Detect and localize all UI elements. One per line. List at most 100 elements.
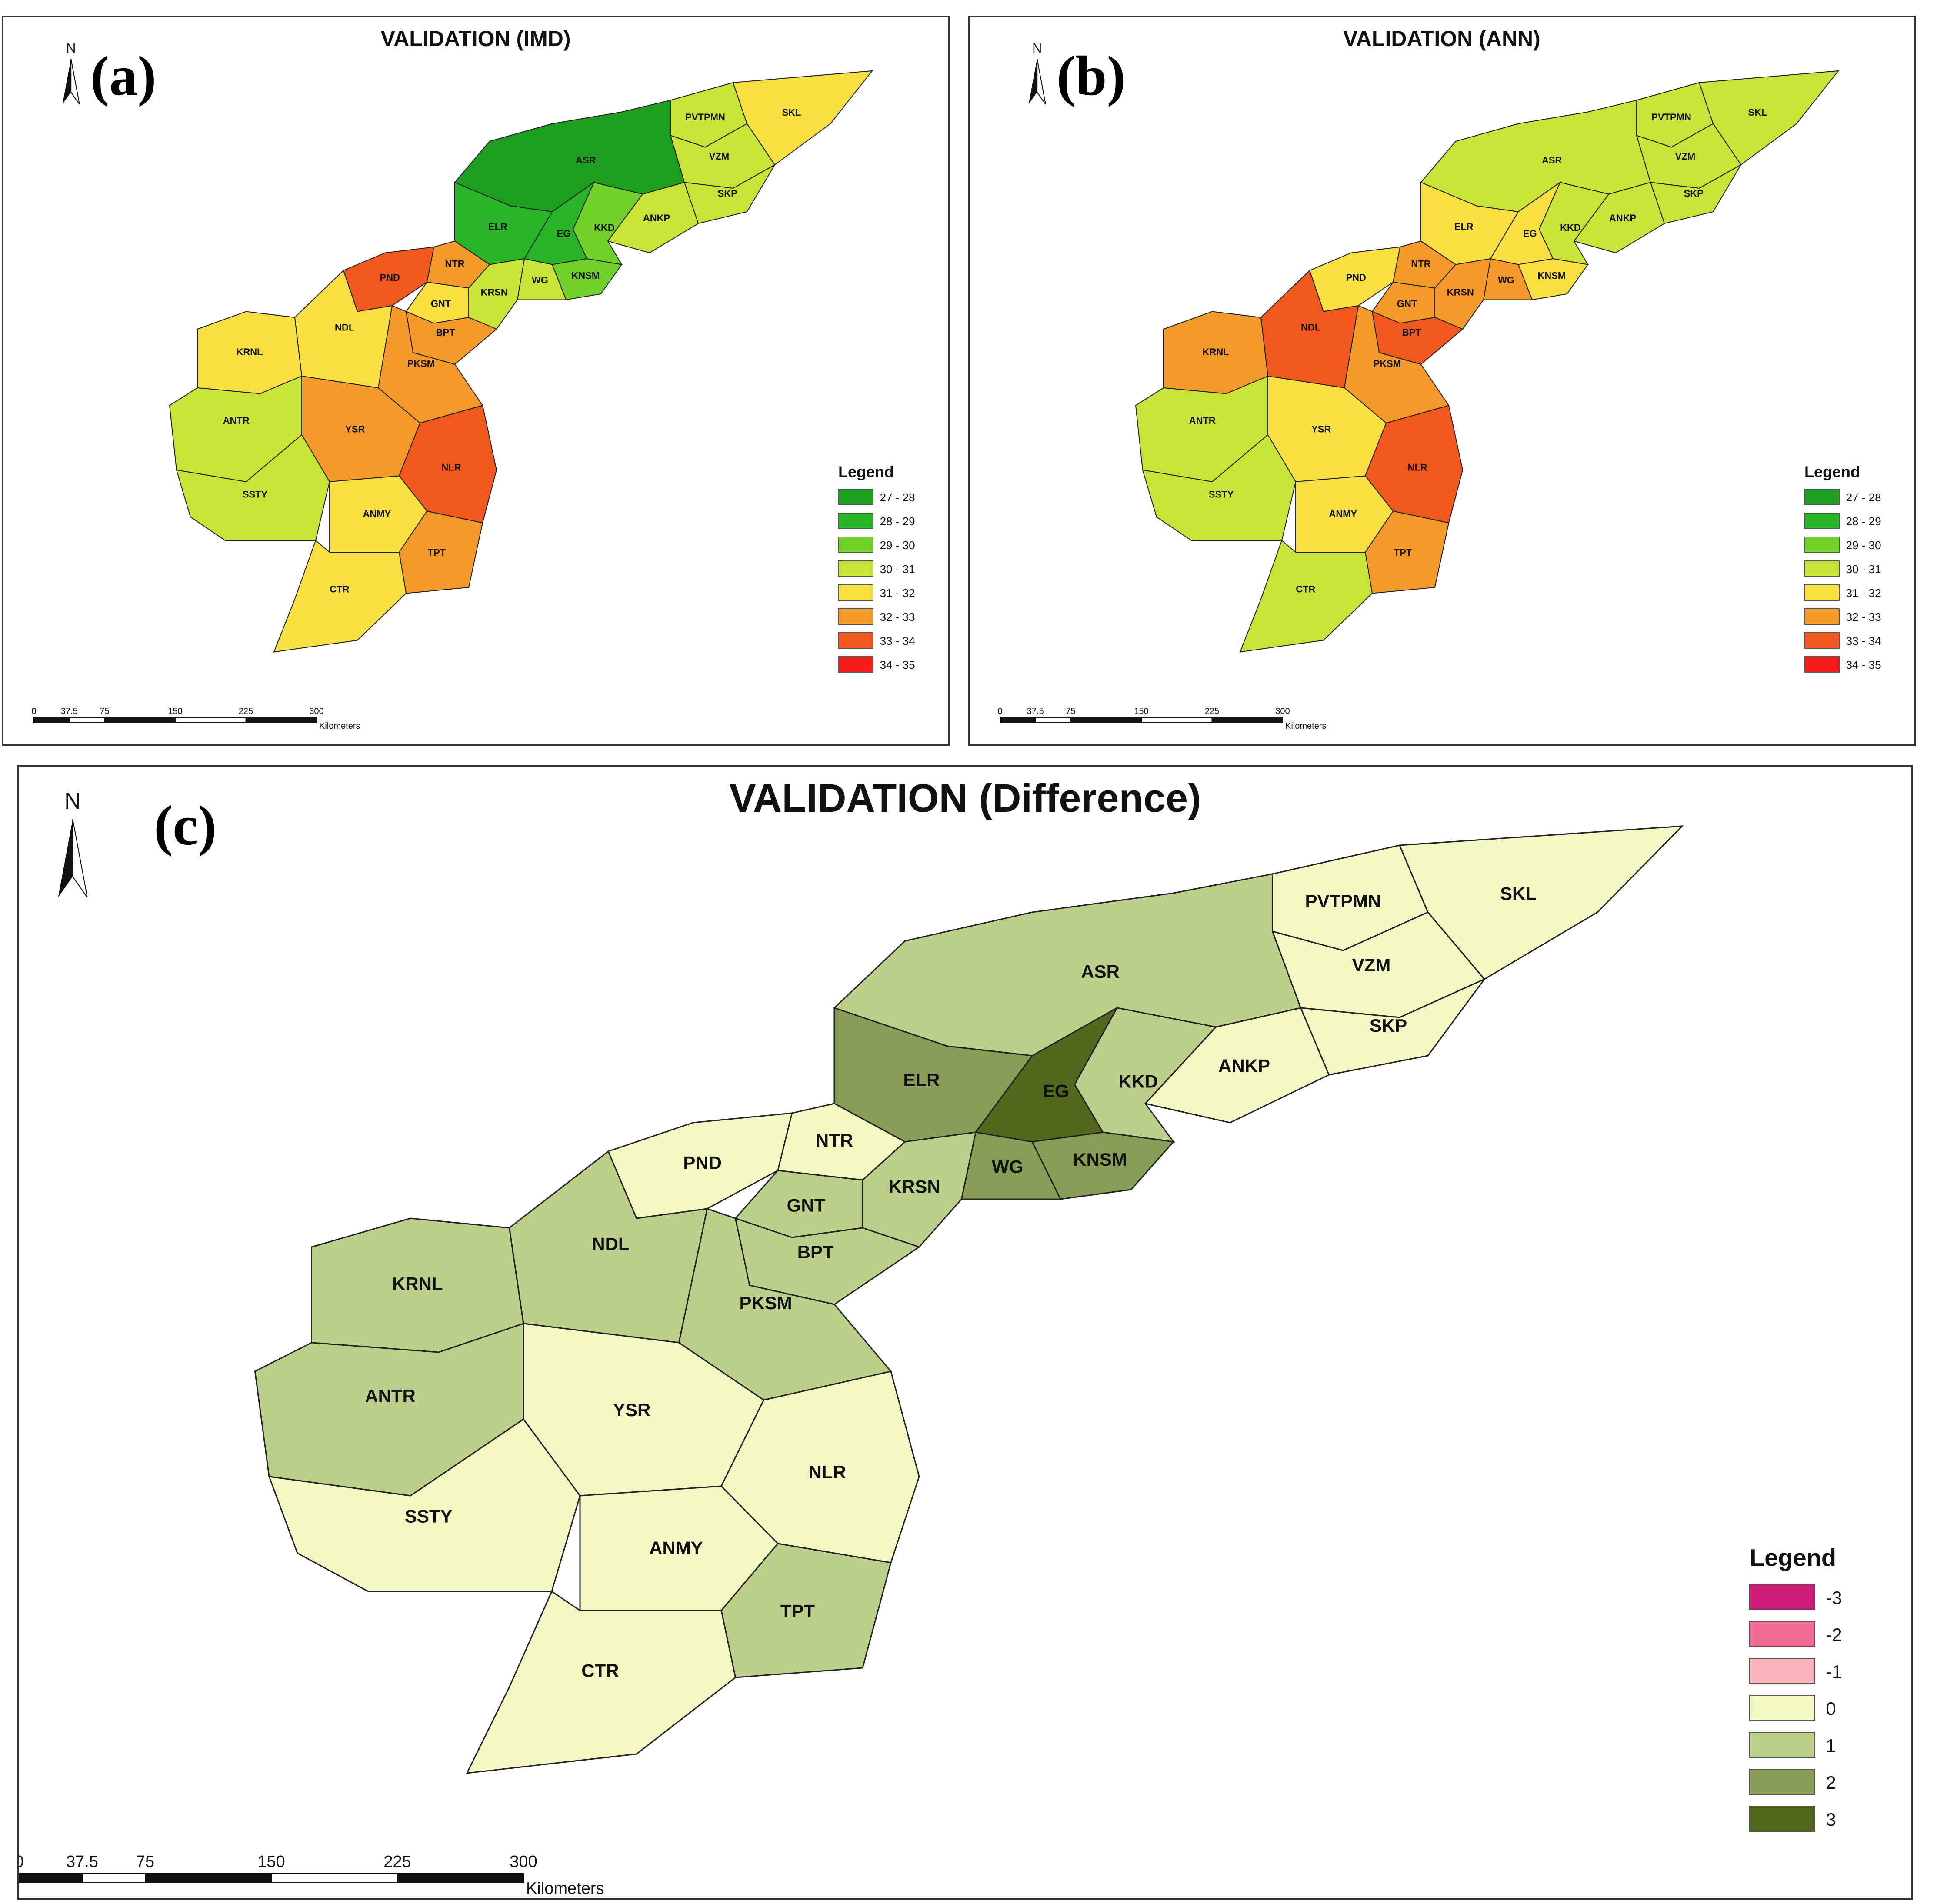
legend-label: 27 - 28 <box>1846 491 1881 504</box>
district-label-ndl: NDL <box>592 1234 629 1254</box>
district-label-ankp: ANKP <box>643 213 670 223</box>
district-label-antr: ANTR <box>1189 415 1216 426</box>
legend-title: Legend <box>838 463 894 481</box>
district-skl <box>1398 825 1684 980</box>
district-label-ntr: NTR <box>445 258 464 269</box>
north-arrow-icon <box>1037 58 1046 105</box>
legend-label: 0 <box>1826 1698 1836 1719</box>
district-label-pksm: PKSM <box>407 358 435 369</box>
legend-label: 28 - 29 <box>1846 515 1881 528</box>
district-label-asr: ASR <box>1081 961 1120 982</box>
district-label-ctr: CTR <box>1296 584 1315 595</box>
legend-label: 33 - 34 <box>1846 634 1881 647</box>
district-skl <box>1698 70 1840 166</box>
district-label-knsm: KNSM <box>571 270 600 281</box>
legend-label: -1 <box>1826 1661 1842 1682</box>
legend-swatch <box>1749 1732 1815 1758</box>
district-label-asr: ASR <box>1542 155 1562 166</box>
legend-label: 27 - 28 <box>880 491 915 504</box>
legend-swatch <box>838 537 873 553</box>
legend-label: 32 - 33 <box>880 610 915 624</box>
legend-label: 28 - 29 <box>880 515 915 528</box>
district-label-nlr: NLR <box>809 1462 846 1482</box>
scale-tick-label: 225 <box>239 707 253 716</box>
district-label-ysr: YSR <box>345 424 365 435</box>
district-label-skp: SKP <box>1684 188 1704 199</box>
panel-b-ann-map: VALIDATION (ANN) (b) PVTPMN SKL VZM ASR SKP A… <box>968 16 1916 746</box>
legend-label: -3 <box>1826 1587 1842 1608</box>
scale-tick-label: 225 <box>1205 707 1219 716</box>
legend-swatch <box>838 560 873 577</box>
district-label-skl: SKL <box>782 107 801 118</box>
map-svg: PVTPMN SKL VZM ASR SKP ANKP KKD ELR EG NTR KNSM WG P… <box>997 40 1881 731</box>
district-label-ctr: CTR <box>581 1661 619 1681</box>
district-label-pvtpmn: PVTPMN <box>685 112 725 123</box>
legend-swatch <box>1804 560 1840 577</box>
scale-segment <box>245 717 317 723</box>
district-label-vzm: VZM <box>1675 151 1695 162</box>
north-arrow-icon <box>58 819 73 897</box>
panel-title: VALIDATION (Difference) <box>729 776 1201 820</box>
panel-title: VALIDATION (IMD) <box>380 27 571 51</box>
district-label-krsn: KRSN <box>480 287 507 298</box>
district-label-ssty: SSTY <box>405 1506 453 1526</box>
scale-tick-label: 75 <box>100 707 109 716</box>
district-label-tpt: TPT <box>428 547 446 558</box>
district-label-eg: EG <box>557 228 571 239</box>
district-label-kkd: KKD <box>1560 222 1581 233</box>
district-label-knsm: KNSM <box>1537 270 1566 281</box>
legend-swatch <box>1804 489 1840 505</box>
district-label-krsn: KRSN <box>1447 287 1474 298</box>
district-label-ctr: CTR <box>330 584 349 595</box>
scale-segment <box>1035 717 1071 723</box>
scale-tick-label: 0 <box>997 707 1002 716</box>
district-label-nlr: NLR <box>1407 462 1427 473</box>
panel-label: (c) <box>154 794 217 857</box>
scale-tick-label: 150 <box>168 707 182 716</box>
scale-tick-label: 300 <box>1275 707 1290 716</box>
district-label-krnl: KRNL <box>392 1274 443 1294</box>
district-label-elr: ELR <box>1454 221 1474 232</box>
scale-segment <box>104 717 176 723</box>
legend-swatch <box>838 513 873 529</box>
district-label-nlr: NLR <box>441 462 461 473</box>
panel-label: (b) <box>1057 45 1126 107</box>
district-label-anmy: ANMY <box>1329 508 1357 519</box>
legend-swatch <box>1804 632 1840 649</box>
legend-label: -2 <box>1826 1624 1842 1645</box>
district-label-antr: ANTR <box>223 415 250 426</box>
district-label-pvtpmn: PVTPMN <box>1651 112 1691 123</box>
legend-label: 34 - 35 <box>1846 658 1881 671</box>
scale-tick-label: 37.5 <box>66 1853 98 1871</box>
district-label-tpt: TPT <box>1394 547 1412 558</box>
district-label-bpt: BPT <box>436 327 456 338</box>
district-label-asr: ASR <box>576 155 596 166</box>
scale-unit: Kilometers <box>1285 721 1326 731</box>
scale-segment <box>1141 717 1213 723</box>
legend-swatch <box>1804 656 1840 673</box>
north-arrow-icon <box>62 59 71 104</box>
scale-segment <box>145 1873 272 1883</box>
district-label-wg: WG <box>1498 274 1514 285</box>
legend-swatch <box>838 489 873 505</box>
district-label-kkd: KKD <box>594 222 615 233</box>
district-label-antr: ANTR <box>365 1386 416 1406</box>
district-ssty <box>268 1418 581 1592</box>
legend-swatch <box>1749 1806 1815 1832</box>
scale-tick-label: 75 <box>1066 707 1075 716</box>
scale-segment <box>19 1873 83 1883</box>
legend-label: 30 - 31 <box>1846 563 1881 576</box>
district-label-bpt: BPT <box>1402 327 1422 338</box>
district-skl <box>732 70 873 166</box>
district-label-pnd: PND <box>380 272 400 283</box>
legend-swatch <box>1804 584 1840 601</box>
scale-segment <box>33 717 70 723</box>
district-label-krnl: KRNL <box>236 347 263 357</box>
legend-label: 30 - 31 <box>880 563 915 576</box>
scale-unit: Kilometers <box>319 721 360 731</box>
legend-label: 2 <box>1826 1772 1836 1793</box>
district-label-ntr: NTR <box>816 1130 853 1150</box>
legend-label: 1 <box>1826 1735 1836 1756</box>
district-label-knsm: KNSM <box>1073 1149 1127 1170</box>
scale-tick-label: 0 <box>19 1853 24 1871</box>
